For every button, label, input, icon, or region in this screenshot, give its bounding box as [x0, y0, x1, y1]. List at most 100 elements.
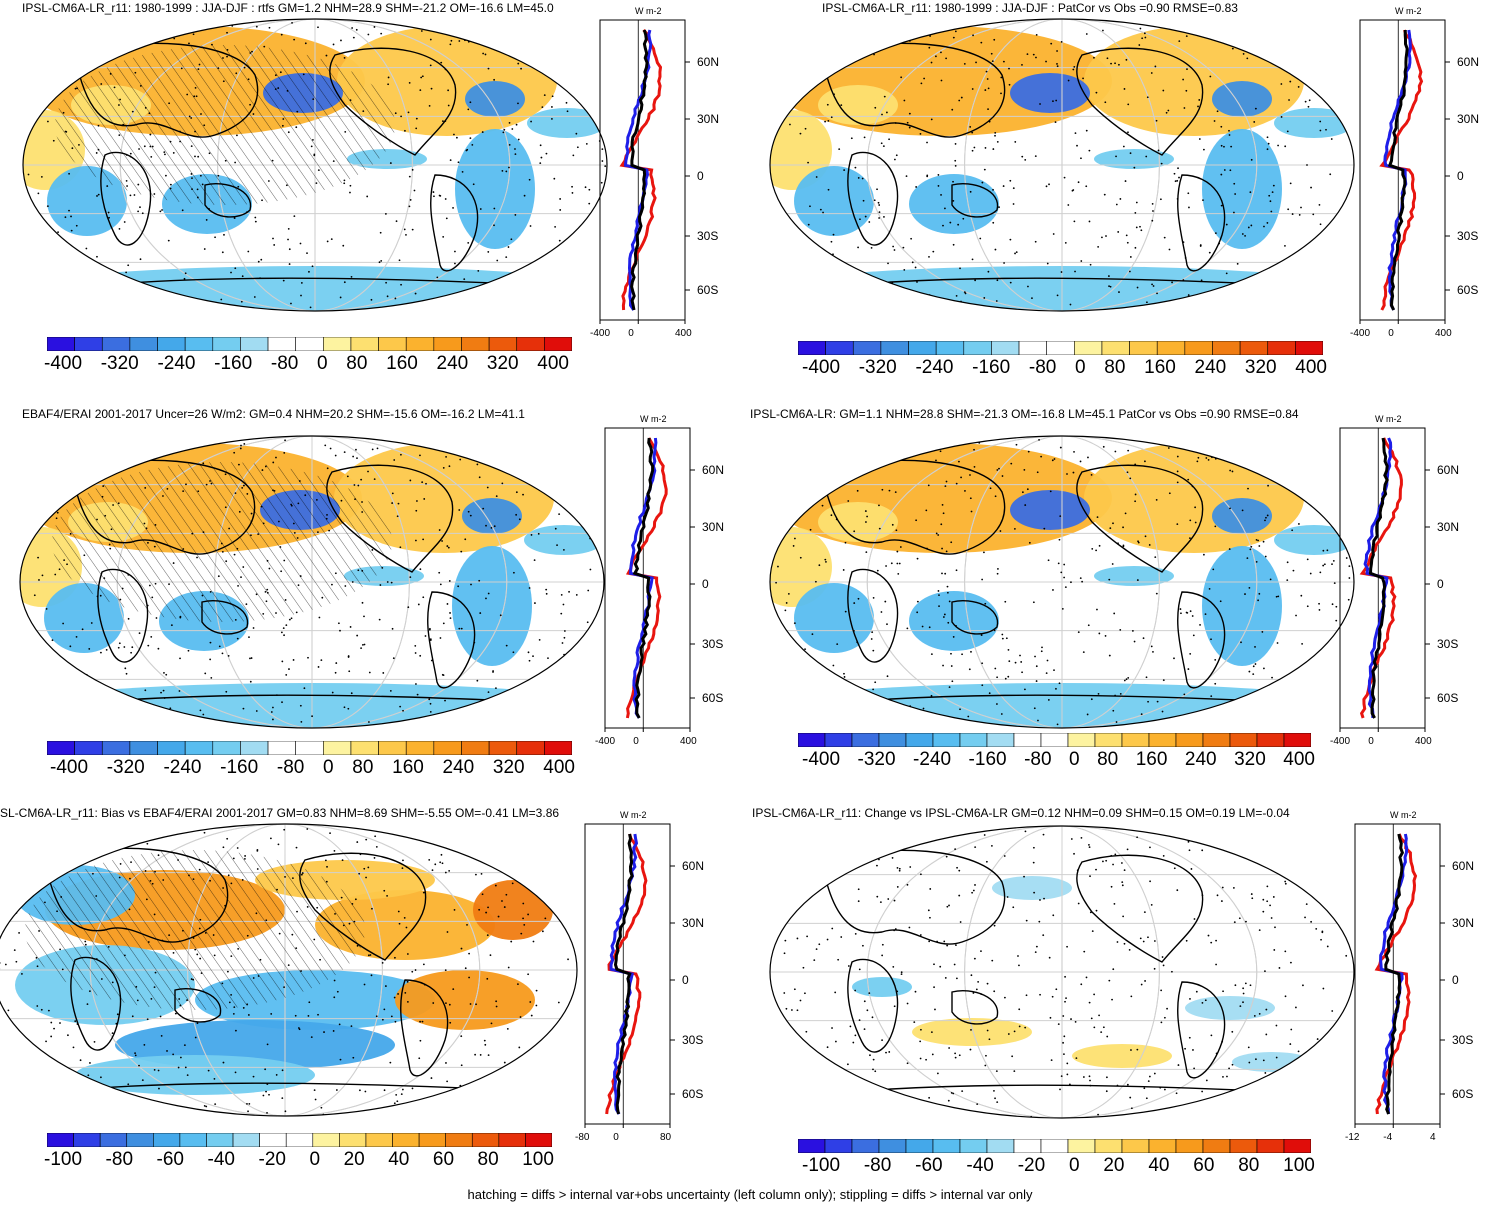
colorbar — [47, 741, 572, 755]
colorbar-tick-label: 0 — [1069, 749, 1080, 770]
profile-lat-label: 60N — [697, 55, 719, 69]
colorbar-tick-label: -20 — [1017, 1155, 1046, 1176]
panel-title: IPSL-CM6A-LR_r11: Change vs IPSL-CM6A-LR… — [752, 806, 1290, 820]
colorbar-swatch — [47, 741, 75, 755]
panel-title: IPSL-CM6A-LR_r11: 1980-1999 : JJA-DJF : … — [22, 1, 554, 15]
profile-frame — [1354, 823, 1441, 1125]
colorbar-swatch — [1013, 733, 1042, 747]
colorbar-tick-label: 60 — [432, 1149, 455, 1170]
colorbar-tick-label: -40 — [207, 1149, 235, 1170]
colorbar-swatch — [905, 1139, 934, 1153]
colorbar-swatch — [129, 337, 158, 351]
colorbar-swatch — [212, 337, 241, 351]
colorbar-tick-label: 240 — [442, 757, 475, 778]
colorbar-swatch — [1283, 733, 1311, 747]
colorbar-tick-label: -60 — [156, 1149, 184, 1170]
colorbar-swatch — [1175, 1139, 1204, 1153]
colorbar-swatch — [1256, 733, 1285, 747]
profile-line — [1379, 833, 1409, 1115]
colorbar-swatch — [418, 1133, 446, 1147]
colorbar-swatch — [1202, 733, 1231, 747]
colorbar-swatch — [350, 337, 379, 351]
profile-lat-label: 30N — [1437, 520, 1459, 534]
colorbar-swatch — [392, 1133, 420, 1147]
colorbar-tick-label: 160 — [386, 353, 418, 374]
colorbar-swatch — [461, 741, 490, 755]
colorbar-tick-label: 20 — [1103, 1155, 1125, 1176]
colorbar-swatch — [267, 741, 296, 755]
colorbar-tick-label: 80 — [1238, 1155, 1260, 1176]
panel-model-r11: IPSL-CM6A-LR_r11: 1980-1999 : JJA-DJF : … — [0, 0, 750, 395]
profile-frame — [1359, 19, 1446, 321]
colorbar-swatch — [240, 337, 269, 351]
colorbar-swatch — [488, 337, 518, 351]
colorbar-swatch — [935, 341, 965, 355]
profile-x-tick: -4 — [1383, 1132, 1392, 1143]
colorbar-swatch — [1121, 733, 1150, 747]
colorbar-labels: -400 -320 -240 -160 -80 0 80 160 240 320 400 — [802, 357, 1327, 379]
zonal-mean-profile: W m-2 60N 30N 0 30S 60S -400 0 400 — [1350, 6, 1479, 339]
colorbar-swatch — [824, 733, 853, 747]
colorbar-swatch — [378, 741, 407, 755]
profile-lat-label: 0 — [682, 973, 689, 987]
map-border — [22, 18, 608, 312]
colorbar-tick-label: 100 — [1283, 1155, 1315, 1176]
colorbar-swatch — [959, 1139, 988, 1153]
colorbar-swatch — [1018, 341, 1047, 355]
colorbar-swatch — [184, 741, 214, 755]
profile-frame — [599, 19, 686, 321]
colorbar-swatch — [157, 337, 186, 351]
colorbar-tick-label: -20 — [258, 1149, 286, 1170]
colorbar-swatch — [157, 741, 186, 755]
profile-x-tick: 4 — [1430, 1132, 1436, 1143]
colorbar-swatch — [126, 1133, 154, 1147]
profile-line — [630, 29, 649, 311]
colorbar-swatch — [1267, 341, 1296, 355]
colorbar-tick-label: -240 — [157, 353, 196, 374]
colorbar-tick-label: 400 — [1295, 357, 1327, 378]
panel-title: EBAF4/ERAI 2001-2017 Uncer=26 W/m2: GM=0… — [22, 407, 525, 421]
colorbar-swatch — [1184, 341, 1213, 355]
profile-x-tick: 400 — [675, 328, 692, 339]
profile-lat-label: 30N — [1457, 112, 1479, 126]
profile-frame — [604, 427, 691, 729]
colorbar-swatch — [986, 1139, 1015, 1153]
colorbar-swatch — [986, 733, 1015, 747]
colorbar-swatch — [350, 741, 379, 755]
colorbar-swatch — [1129, 341, 1158, 355]
profile-x-tick: 0 — [1388, 328, 1394, 339]
profile-lat-label: 30S — [1437, 637, 1458, 651]
colorbar-tick-label: -100 — [802, 1155, 841, 1176]
panel-change: IPSL-CM6A-LR_r11: Change vs IPSL-CM6A-LR… — [750, 800, 1500, 1180]
colorbar-swatch — [1229, 1139, 1258, 1153]
profile-lat-label: 60S — [1437, 691, 1458, 705]
map-border — [769, 825, 1355, 1119]
colorbar-swatch — [851, 1139, 880, 1153]
colorbar-swatch — [1067, 733, 1096, 747]
colorbar-tick-label: 100 — [522, 1149, 554, 1170]
colorbar-tick-label: -160 — [972, 357, 1011, 378]
profile-lat-label: 60S — [1457, 283, 1478, 297]
colorbar-swatch — [878, 733, 907, 747]
colorbar-swatch — [1156, 341, 1186, 355]
colorbar-tick-label: 80 — [1104, 357, 1126, 378]
colorbar-tick-label: 320 — [492, 757, 525, 778]
colorbar-swatch — [212, 741, 241, 755]
colorbar-tick-label: 160 — [392, 757, 424, 778]
profile-unit: W m-2 — [620, 810, 647, 820]
colorbar-tick-label: -80 — [863, 1155, 892, 1176]
colorbar-labels: -100 -80 -60 -40 -20 0 20 40 60 80 100 — [44, 1149, 554, 1171]
profile-x-tick: 0 — [613, 1132, 619, 1143]
colorbar-tick-label: -320 — [106, 757, 145, 778]
profile-lat-label: 30N — [697, 112, 719, 126]
colorbar — [47, 337, 572, 351]
map-border — [19, 435, 605, 729]
profile-lat-label: 30N — [1452, 916, 1474, 930]
colorbar-swatch — [323, 337, 352, 351]
profile-lat-label: 30S — [702, 637, 723, 651]
profile-lat-label: 60N — [1457, 55, 1479, 69]
colorbar-tick-label: -240 — [915, 357, 954, 378]
colorbar-tick-label: 400 — [537, 353, 569, 374]
colorbar-tick-label: -80 — [105, 1149, 134, 1170]
colorbar-tick-label: -60 — [915, 1155, 943, 1176]
